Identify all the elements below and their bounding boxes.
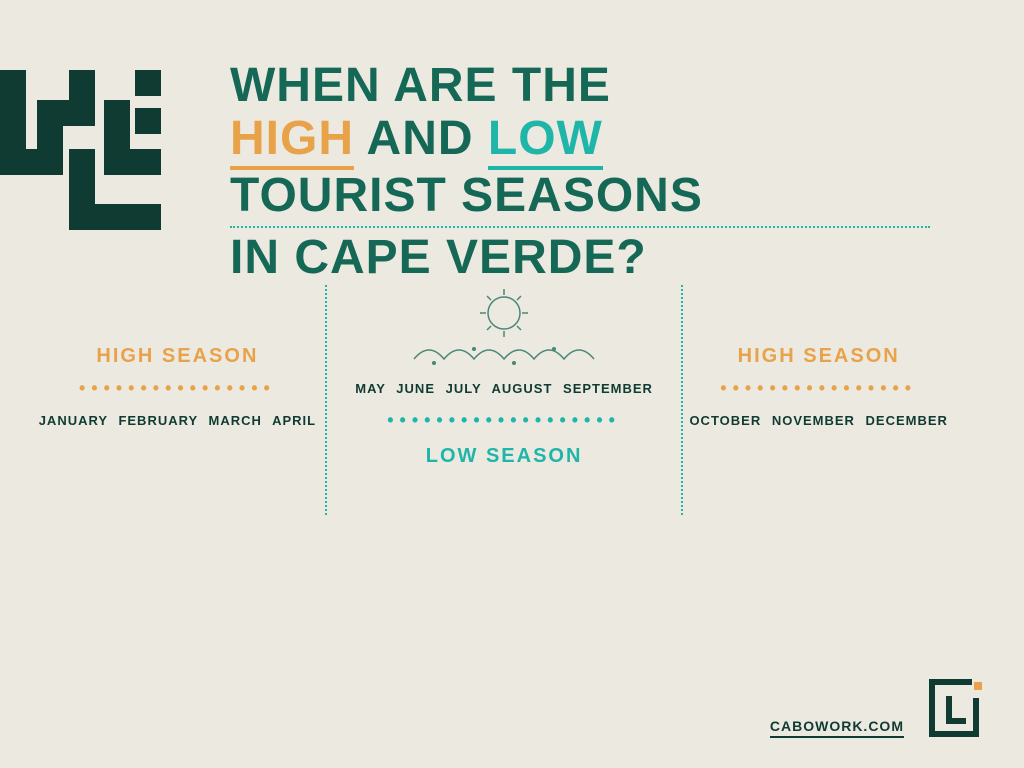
high-season-right: HIGH SEASON •••••••••••••••• OCTOBER NOV… bbox=[683, 345, 954, 428]
heading-line2: HIGH AND LOW bbox=[230, 113, 930, 170]
maze-logo-icon bbox=[0, 70, 200, 230]
footer-url: CABOWORK.COM bbox=[770, 718, 904, 738]
header-section: WHEN ARE THE HIGH AND LOW TOURIST SEASON… bbox=[0, 60, 984, 285]
months-middle: MAY JUNE JULY AUGUST SEPTEMBER bbox=[355, 381, 653, 396]
dots-left: •••••••••••••••• bbox=[79, 378, 276, 399]
dots-middle: ••••••••••••••••••• bbox=[387, 410, 621, 431]
infographic-canvas: WHEN ARE THE HIGH AND LOW TOURIST SEASON… bbox=[0, 0, 1024, 768]
main-heading: WHEN ARE THE HIGH AND LOW TOURIST SEASON… bbox=[230, 60, 930, 285]
dotted-divider bbox=[230, 226, 930, 228]
high-season-left: HIGH SEASON •••••••••••••••• JANUARY FEB… bbox=[30, 345, 325, 428]
low-season-middle: MAY JUNE JULY AUGUST SEPTEMBER •••••••••… bbox=[325, 345, 684, 478]
word-low: LOW bbox=[488, 113, 603, 170]
divider-left bbox=[325, 285, 327, 515]
months-left: JANUARY FEBRUARY MARCH APRIL bbox=[39, 413, 316, 428]
footer: CABOWORK.COM bbox=[770, 678, 984, 738]
heading-line4: IN CAPE VERDE? bbox=[230, 232, 930, 285]
footer-logo-icon bbox=[924, 678, 984, 738]
months-right: OCTOBER NOVEMBER DECEMBER bbox=[689, 413, 948, 428]
heading-line1: WHEN ARE THE bbox=[230, 60, 930, 113]
heading-line3: TOURIST SEASONS bbox=[230, 170, 930, 223]
sun-waves-icon bbox=[379, 285, 629, 375]
low-season-label: LOW SEASON bbox=[426, 445, 583, 468]
dots-right: •••••••••••••••• bbox=[720, 378, 917, 399]
word-high: HIGH bbox=[230, 113, 354, 170]
word-and: AND bbox=[354, 112, 488, 165]
high-season-label-left: HIGH SEASON bbox=[96, 345, 258, 368]
high-season-label-right: HIGH SEASON bbox=[738, 345, 900, 368]
seasons-timeline: HIGH SEASON •••••••••••••••• JANUARY FEB… bbox=[0, 345, 984, 478]
